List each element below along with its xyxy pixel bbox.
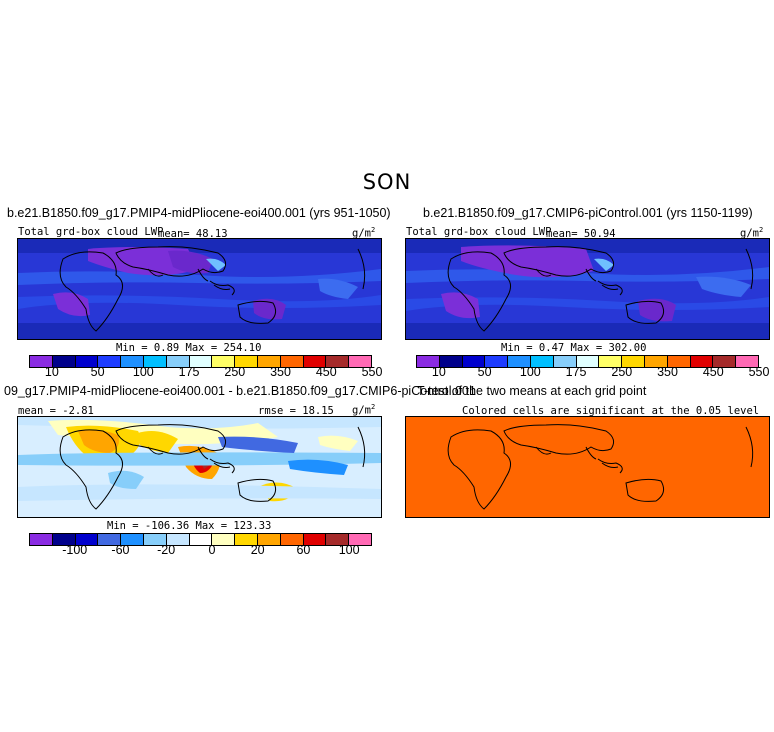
left-colorbar-swatch [212,356,236,367]
diff-colorbar-label: 0 [208,543,216,557]
left-colorbar-swatch [257,356,281,367]
ttest-map [405,416,770,518]
diff-colorbar-swatch [257,534,281,545]
diff-colorbar-swatch [280,534,304,545]
diff-colorbar-swatch [30,534,53,545]
diff-mean: mean = -2.81 [18,405,94,417]
left-colorbar-swatch [52,356,76,367]
diff-colorbar [29,533,372,546]
diff-colorbar-swatch [349,534,371,545]
right-lwp-map [405,238,770,340]
right-colorbar-label: 550 [748,365,770,379]
right-colorbar-label: 50 [477,365,492,379]
left-colorbar-label: 350 [270,365,291,379]
diff-colorbar-swatch [326,534,350,545]
right-colorbar-label: 350 [657,365,678,379]
left-colorbar-label: 175 [178,365,200,379]
diff-colorbar-label: 20 [250,543,265,557]
left-colorbar-swatch [121,356,144,367]
right-colorbar-label: 175 [565,365,587,379]
diff-colorbar-swatch [166,534,190,545]
right-colorbar-swatch [736,356,758,367]
right-colorbar-swatch [462,356,486,367]
right-colorbar-swatch [553,356,577,367]
left-colorbar-swatch [143,356,167,367]
left-colorbar-swatch [166,356,190,367]
diff-title: 09_g17.PMIP4-midPliocene-eoi400.001 - b.… [4,384,476,398]
left-colorbar-swatch [303,356,327,367]
right-colorbar-swatch [690,356,714,367]
left-unit: g/m2 [352,226,376,240]
right-colorbar-label: 250 [611,365,633,379]
right-unit: g/m2 [740,226,764,240]
right-minmax: Min = 0.47 Max = 302.00 [501,342,647,354]
diff-colorbar-label: -60 [111,543,130,557]
right-var-label: Total grd-box cloud LWP [406,226,552,238]
left-case-title: b.e21.B1850.f09_g17.PMIP4-midPliocene-eo… [7,206,391,220]
right-colorbar-label: 10 [431,365,446,379]
diff-colorbar-label: 100 [338,543,360,557]
diff-colorbar-swatch [143,534,167,545]
left-colorbar-swatch [75,356,99,367]
left-colorbar-swatch [30,356,53,367]
right-colorbar-swatch [713,356,737,367]
right-colorbar-swatch [644,356,668,367]
right-colorbar-swatch [439,356,463,367]
diff-map [17,416,382,518]
season-title: SON [362,170,412,194]
diff-colorbar-swatch [189,534,213,545]
right-colorbar-swatch [508,356,531,367]
diff-colorbar-swatch [52,534,76,545]
right-mean: mean= 50.94 [546,228,616,240]
left-colorbar-label: 550 [361,365,383,379]
diff-colorbar-swatch [121,534,144,545]
ttest-subtitle: Colored cells are significant at the 0.0… [462,405,760,417]
diff-minmax: Min = -106.36 Max = 123.33 [107,520,272,532]
left-lwp-map [17,238,382,340]
left-mean: mean= 48.13 [158,228,228,240]
right-colorbar-swatch [667,356,691,367]
right-colorbar-swatch [417,356,440,367]
diff-colorbar-swatch [212,534,236,545]
diff-unit: g/m2 [352,403,376,417]
left-colorbar-label: 100 [132,365,154,379]
left-colorbar-swatch [189,356,213,367]
right-case-title: b.e21.B1850.f09_g17.CMIP6-piControl.001 … [423,206,753,220]
right-colorbar-swatch [622,356,645,367]
diff-rmse: rmse = 18.15 [258,405,334,417]
right-colorbar-swatch [576,356,600,367]
right-colorbar-swatch [599,356,623,367]
diff-colorbar-swatch [235,534,258,545]
left-colorbar-swatch [326,356,350,367]
left-colorbar-label: 450 [315,365,337,379]
right-colorbar-swatch [485,356,509,367]
right-colorbar-swatch [530,356,554,367]
diff-colorbar-label: 60 [296,543,311,557]
left-colorbar-swatch [280,356,304,367]
diff-colorbar-swatch [98,534,122,545]
ttest-title: T-test of the two means at each grid poi… [417,384,647,398]
diff-colorbar-label: -20 [157,543,176,557]
right-colorbar-label: 100 [519,365,541,379]
left-colorbar [29,355,372,368]
left-colorbar-label: 50 [90,365,105,379]
right-colorbar-label: 450 [702,365,724,379]
left-colorbar-swatch [235,356,258,367]
left-colorbar-label: 250 [224,365,246,379]
right-colorbar [416,355,759,368]
left-var-label: Total grd-box cloud LWP [18,226,164,238]
diff-colorbar-swatch [303,534,327,545]
diff-colorbar-swatch [75,534,99,545]
left-colorbar-swatch [98,356,122,367]
left-colorbar-swatch [349,356,371,367]
left-colorbar-label: 10 [44,365,59,379]
left-minmax: Min = 0.89 Max = 254.10 [116,342,262,354]
diff-colorbar-label: -100 [62,543,88,557]
